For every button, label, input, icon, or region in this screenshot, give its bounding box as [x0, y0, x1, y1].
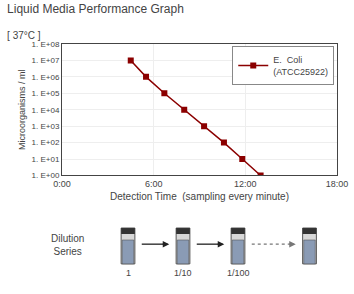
svg-text:1. E+08: 1. E+08: [32, 40, 60, 49]
svg-text:1/10: 1/10: [174, 268, 192, 278]
svg-text:1. E+03: 1. E+03: [32, 122, 60, 131]
svg-text:0:00: 0:00: [53, 179, 71, 189]
svg-text:Liquid Media Performance Graph: Liquid Media Performance Graph: [7, 2, 184, 16]
svg-text:Microorganisms / ml: Microorganisms / ml: [17, 69, 27, 150]
svg-text:1. E+07: 1. E+07: [32, 56, 60, 65]
svg-text:E. Coli(ATCC25922): E. Coli(ATCC25922): [273, 55, 328, 77]
svg-text:1. E+06: 1. E+06: [32, 73, 60, 82]
svg-text:1. E+00: 1. E+00: [32, 171, 60, 180]
svg-text:1/100: 1/100: [227, 268, 250, 278]
svg-text:1. E+02: 1. E+02: [32, 138, 60, 147]
svg-text:1. E+01: 1. E+01: [32, 155, 60, 164]
svg-text:1. E+04: 1. E+04: [32, 106, 60, 115]
svg-text:1: 1: [126, 268, 131, 278]
svg-text:DilutionSeries: DilutionSeries: [51, 233, 84, 257]
svg-text:12:00: 12:00: [234, 179, 257, 189]
svg-text:18:00: 18:00: [326, 179, 349, 189]
svg-text:1. E+05: 1. E+05: [32, 89, 60, 98]
svg-text:6:00: 6:00: [145, 179, 163, 189]
svg-text:[ 37°C ]: [ 37°C ]: [7, 30, 41, 41]
svg-text:Detection Time (sampling ever: Detection Time (sampling every minute): [110, 191, 289, 202]
